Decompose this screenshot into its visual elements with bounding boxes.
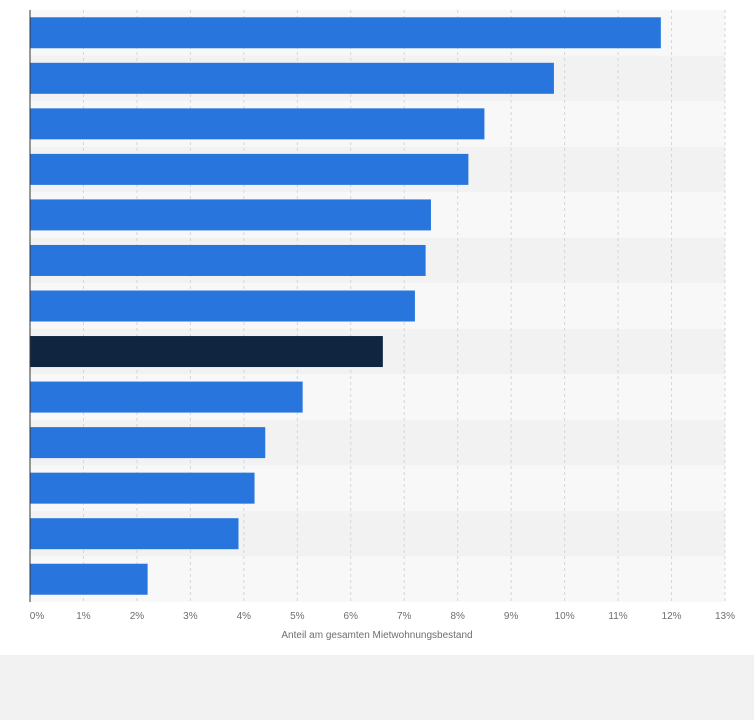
x-tick-label: 8% xyxy=(450,611,465,622)
bar xyxy=(30,290,415,322)
x-tick-label: 6% xyxy=(344,611,359,622)
bar xyxy=(30,472,255,504)
x-tick-label: 2% xyxy=(130,611,145,622)
bar xyxy=(30,427,266,459)
bar xyxy=(30,62,554,94)
bar xyxy=(30,199,431,231)
x-axis-title: Anteil am gesamten Mietwohnungsbestand xyxy=(281,630,472,641)
bar xyxy=(30,563,148,595)
x-tick-labels: 0% 1% 2% 3% 4% 5% 6% 7% 8% 9% 10% 11% 12% 13% xyxy=(30,611,735,622)
x-tick-label: 12% xyxy=(662,611,682,622)
bar xyxy=(30,518,239,550)
x-tick-label: 5% xyxy=(290,611,305,622)
x-tick-label: 3% xyxy=(183,611,198,622)
x-tick-label: 10% xyxy=(555,611,575,622)
x-tick-label: 0% xyxy=(30,611,45,622)
bar xyxy=(30,381,303,413)
bar xyxy=(30,244,426,276)
x-tick-label: 1% xyxy=(76,611,91,622)
bar-highlighted xyxy=(30,336,383,368)
x-tick-label: 7% xyxy=(397,611,412,622)
bar xyxy=(30,17,661,49)
x-tick-label: 9% xyxy=(504,611,519,622)
x-tick-label: 11% xyxy=(608,611,627,622)
x-tick-label: 13% xyxy=(715,611,735,622)
footer-band xyxy=(0,655,754,720)
x-tick-label: 4% xyxy=(237,611,252,622)
bar xyxy=(30,153,469,185)
bars xyxy=(30,17,661,595)
bar xyxy=(30,108,485,140)
